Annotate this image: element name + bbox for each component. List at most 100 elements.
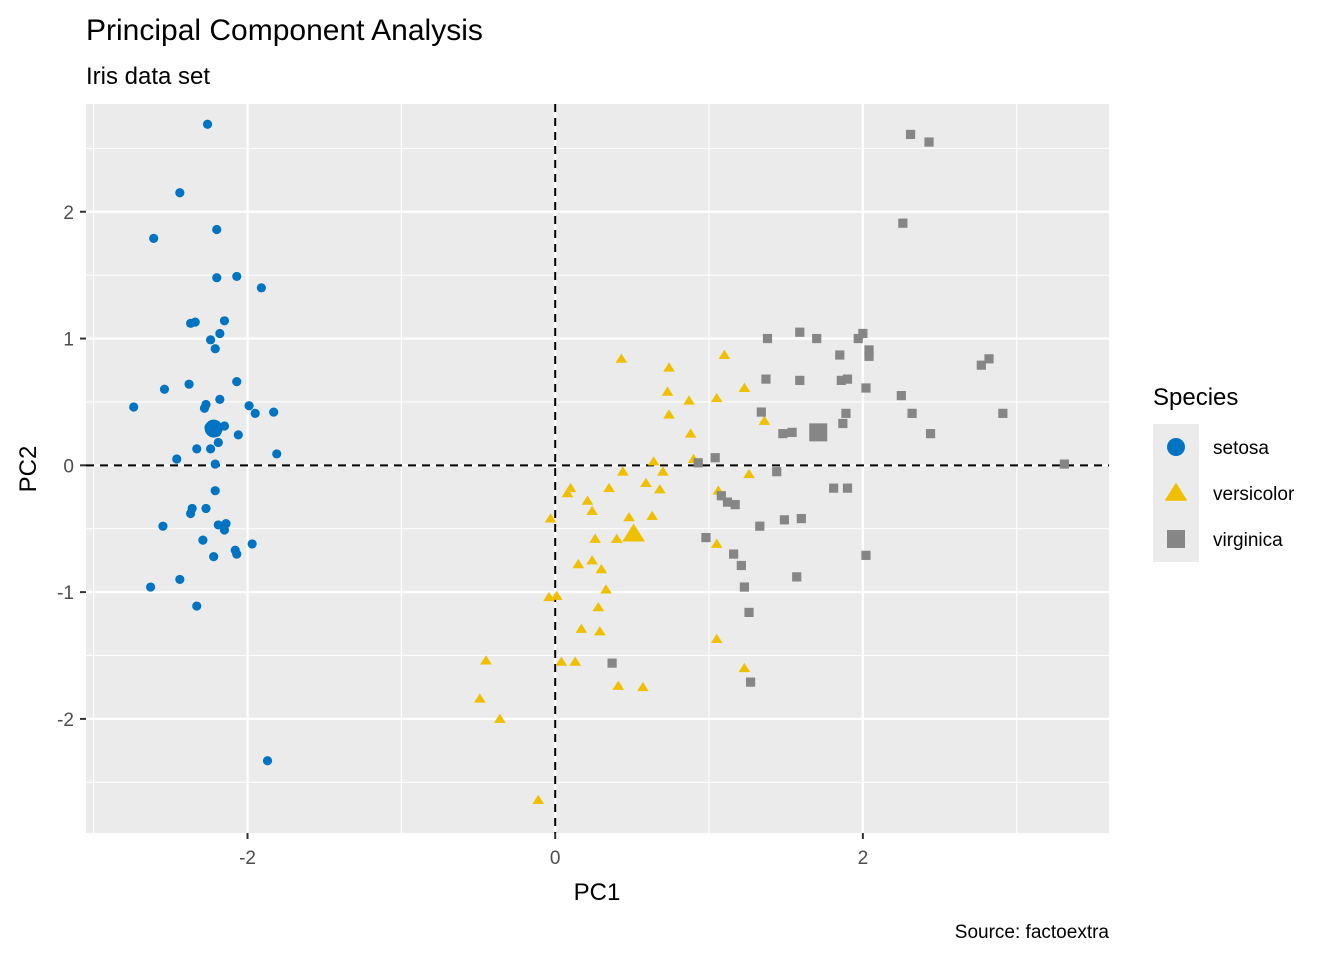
x-tick-label: -2 <box>239 848 256 869</box>
data-point <box>795 327 805 337</box>
data-point <box>212 224 222 235</box>
data-point <box>907 408 917 418</box>
data-point <box>201 503 211 514</box>
data-point <box>998 408 1008 418</box>
data-point <box>190 317 200 327</box>
plot-panel <box>86 104 1109 833</box>
data-point <box>778 429 788 439</box>
legend-title: Species <box>1153 384 1238 411</box>
y-axis-title: PC2 <box>15 446 42 493</box>
centroid-point <box>622 523 646 542</box>
data-point <box>610 533 623 543</box>
data-point <box>615 353 628 363</box>
series-versicolor <box>473 349 771 805</box>
data-point <box>739 582 750 592</box>
data-point <box>779 515 790 525</box>
data-point <box>710 453 720 463</box>
data-point <box>232 271 242 282</box>
data-point <box>812 333 822 344</box>
data-point <box>663 362 675 372</box>
data-point <box>710 538 723 548</box>
data-point <box>898 218 908 228</box>
data-point <box>984 354 994 364</box>
data-point <box>684 428 697 438</box>
data-point <box>841 408 851 418</box>
data-point <box>210 344 220 354</box>
data-point <box>864 345 874 355</box>
data-point <box>586 505 598 515</box>
data-point <box>637 681 649 692</box>
data-point <box>792 572 802 582</box>
reference-lines <box>86 104 1109 833</box>
data-point <box>202 119 213 129</box>
data-point <box>718 349 731 359</box>
data-point <box>206 444 216 454</box>
data-point <box>262 756 273 766</box>
data-point <box>701 532 711 543</box>
data-point <box>593 626 606 636</box>
data-point <box>575 623 588 633</box>
data-point <box>212 273 222 283</box>
data-point <box>550 590 563 600</box>
series-virginica <box>607 129 1069 687</box>
data-point <box>693 458 703 468</box>
data-point <box>657 466 669 476</box>
data-point <box>589 533 602 543</box>
data-point <box>544 513 557 523</box>
data-point <box>738 662 751 673</box>
data-point <box>976 360 986 370</box>
data-point <box>186 508 196 519</box>
data-point <box>210 486 220 496</box>
data-point <box>796 513 806 524</box>
data-point <box>232 377 242 387</box>
data-point <box>480 655 492 665</box>
data-point <box>738 382 751 392</box>
data-point <box>532 794 545 805</box>
data-point <box>745 677 756 687</box>
data-point <box>175 574 185 585</box>
data-point <box>175 188 185 198</box>
y-tick-label: 0 <box>63 456 74 477</box>
data-point <box>861 383 871 393</box>
data-point <box>663 409 675 419</box>
data-point <box>213 437 223 448</box>
x-tick-label: 0 <box>550 848 561 869</box>
data-point <box>762 333 773 344</box>
data-point <box>213 520 223 530</box>
x-tick-label: 2 <box>858 848 869 869</box>
data-point <box>198 535 208 545</box>
data-point <box>199 403 210 413</box>
data-point <box>710 392 723 403</box>
data-point <box>683 395 695 405</box>
data-point <box>761 374 771 384</box>
data-point <box>729 549 739 559</box>
data-point <box>647 456 660 466</box>
data-point <box>215 394 225 405</box>
legend-label-virginica: virginica <box>1213 530 1283 551</box>
data-point <box>835 350 845 360</box>
data-point <box>736 560 746 571</box>
data-point <box>623 512 635 522</box>
data-points <box>129 119 1069 805</box>
data-point <box>149 233 159 243</box>
chart-caption: Source: factoextra <box>955 922 1110 943</box>
data-point <box>256 283 266 293</box>
data-point <box>853 333 863 344</box>
data-point <box>743 468 755 479</box>
data-point <box>607 658 617 668</box>
legend-label-versicolor: versicolor <box>1213 484 1295 505</box>
data-point <box>192 444 202 454</box>
y-tick-label: 2 <box>63 203 74 224</box>
data-point <box>716 491 726 501</box>
data-point <box>250 408 260 418</box>
data-point <box>159 384 170 394</box>
data-point <box>758 415 771 425</box>
data-point <box>561 487 574 498</box>
data-point <box>473 693 486 703</box>
data-point <box>612 680 625 690</box>
data-point <box>755 521 765 531</box>
data-point <box>722 497 733 507</box>
data-point <box>209 552 219 562</box>
data-point <box>555 656 568 666</box>
